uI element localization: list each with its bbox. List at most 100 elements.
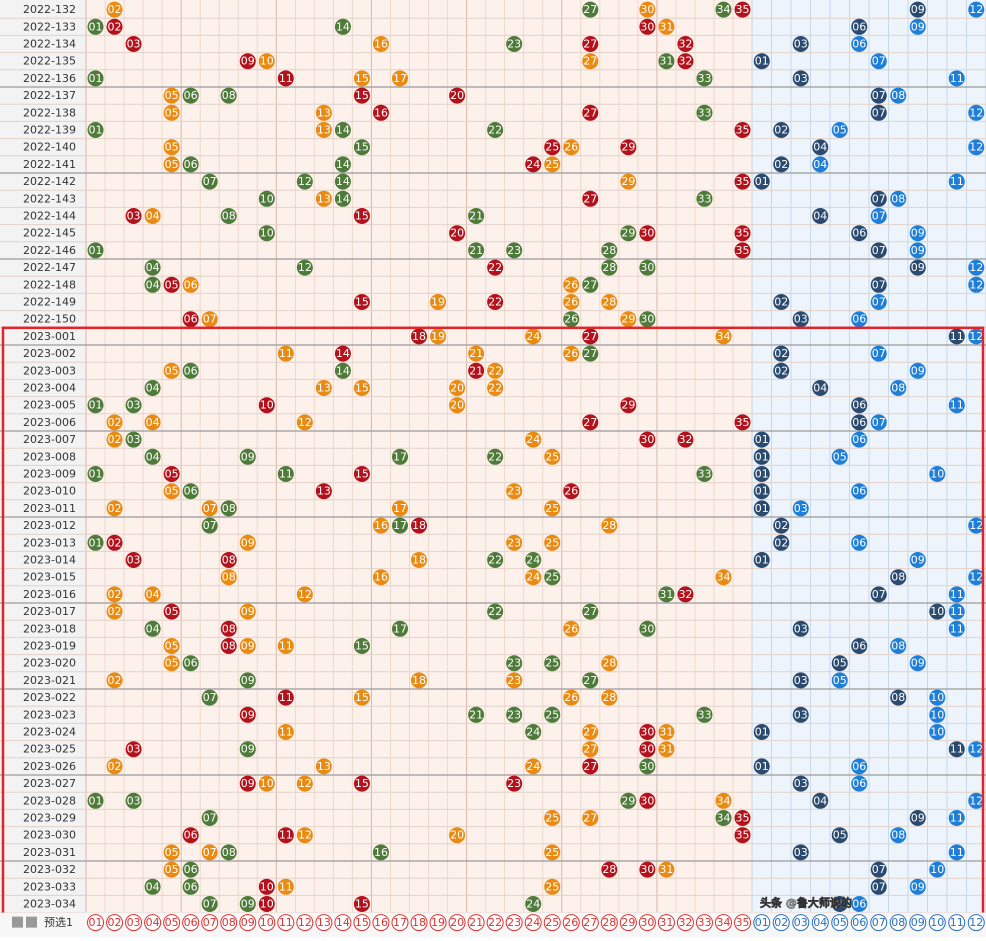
front-number: 09	[241, 605, 255, 618]
front-ball	[525, 552, 542, 568]
back-ball	[753, 483, 770, 500]
preselect-front[interactable]	[657, 914, 675, 932]
front-ball	[87, 18, 104, 35]
preselect-front[interactable]	[163, 914, 181, 932]
front-number: 29	[621, 794, 635, 807]
preselect-front[interactable]	[372, 914, 390, 932]
front-number: 17	[393, 450, 407, 463]
preselect-front[interactable]	[486, 914, 504, 932]
preselect-front[interactable]	[334, 914, 352, 932]
preselect-front[interactable]	[277, 914, 295, 932]
preselect-front[interactable]	[581, 914, 599, 932]
preselect-front[interactable]	[715, 914, 733, 932]
preselect-front[interactable]	[429, 914, 447, 932]
front-ball	[544, 569, 561, 586]
preselect-back[interactable]	[909, 914, 927, 932]
preselect-front[interactable]	[600, 914, 618, 932]
preselect-back[interactable]	[967, 914, 985, 932]
preselect-front[interactable]	[201, 914, 219, 932]
back-ball	[948, 397, 965, 414]
preselect-front[interactable]	[467, 914, 485, 932]
preselect-front[interactable]	[258, 914, 276, 932]
preselect-front[interactable]	[182, 914, 200, 932]
front-number: 02	[108, 674, 122, 687]
preselect-front[interactable]	[695, 914, 713, 932]
preselect-back[interactable]	[753, 914, 771, 932]
preselect-back[interactable]	[928, 914, 946, 932]
preselect-front[interactable]	[239, 914, 257, 932]
back-ball	[831, 827, 848, 844]
back-ball	[968, 569, 985, 586]
preselect-back[interactable]	[811, 914, 829, 932]
preselect-front[interactable]	[676, 914, 694, 932]
front-number: 05	[165, 141, 179, 154]
issue-label: 2023-002	[23, 347, 76, 360]
front-number: 13	[317, 382, 331, 395]
front-ball	[563, 483, 580, 500]
back-number: 09	[911, 261, 925, 274]
back-number: 01	[755, 760, 769, 773]
back-number: 05	[833, 450, 847, 463]
front-ball	[106, 534, 123, 551]
preselect-front[interactable]	[144, 914, 162, 932]
preselect-front[interactable]	[296, 914, 314, 932]
issue-label: 2023-008	[23, 450, 76, 463]
preselect-front[interactable]	[448, 914, 466, 932]
back-number: 09	[911, 20, 925, 33]
back-ball	[870, 87, 887, 104]
back-ball	[968, 328, 985, 345]
front-ball	[106, 1, 123, 18]
front-ball	[239, 672, 256, 689]
front-number: 02	[108, 605, 122, 618]
front-ball	[87, 792, 104, 809]
front-number: 07	[203, 846, 217, 859]
preselect-front-number: 23	[507, 916, 521, 929]
preselect-front[interactable]	[410, 914, 428, 932]
issue-label: 2022-142	[23, 175, 76, 188]
front-number: 33	[697, 708, 711, 721]
preselect-back[interactable]	[948, 914, 966, 932]
front-ball	[125, 552, 142, 568]
preselect-back[interactable]	[889, 914, 907, 932]
front-number: 35	[736, 829, 750, 842]
preselect-front[interactable]	[315, 914, 333, 932]
preselect-front[interactable]	[505, 914, 523, 932]
front-number: 28	[602, 244, 616, 257]
front-ball	[201, 689, 218, 706]
preselect-front[interactable]	[638, 914, 656, 932]
plus-button[interactable]	[12, 916, 23, 928]
preselect-back[interactable]	[850, 914, 868, 932]
back-number: 11	[950, 588, 964, 601]
preselect-front[interactable]	[619, 914, 637, 932]
preselect-back[interactable]	[870, 914, 888, 932]
front-number: 25	[545, 141, 559, 154]
preselect-back[interactable]	[792, 914, 810, 932]
preselect-front[interactable]	[106, 914, 124, 932]
preselect-front[interactable]	[353, 914, 371, 932]
preselect-front[interactable]	[543, 914, 561, 932]
preselect-back[interactable]	[772, 914, 790, 932]
preselect-front[interactable]	[562, 914, 580, 932]
preselect-front[interactable]	[220, 914, 238, 932]
preselect-front[interactable]	[391, 914, 409, 932]
back-number: 04	[813, 794, 827, 807]
back-number: 03	[794, 313, 808, 326]
back-ball	[909, 552, 926, 568]
preselect-back[interactable]	[831, 914, 849, 932]
front-number: 06	[184, 158, 198, 171]
back-ball	[792, 36, 809, 52]
preselect-front[interactable]	[734, 914, 752, 932]
front-ball	[715, 1, 732, 18]
front-ball	[106, 500, 123, 517]
preselect-front[interactable]	[125, 914, 143, 932]
front-ball	[182, 156, 199, 173]
front-number: 03	[127, 743, 141, 756]
preselect-front[interactable]	[524, 914, 542, 932]
front-number: 23	[507, 777, 521, 790]
back-number: 08	[891, 571, 905, 584]
minus-button[interactable]	[26, 916, 37, 928]
front-number: 11	[279, 640, 293, 653]
preselect-front[interactable]	[87, 914, 105, 932]
front-ball	[125, 208, 142, 224]
